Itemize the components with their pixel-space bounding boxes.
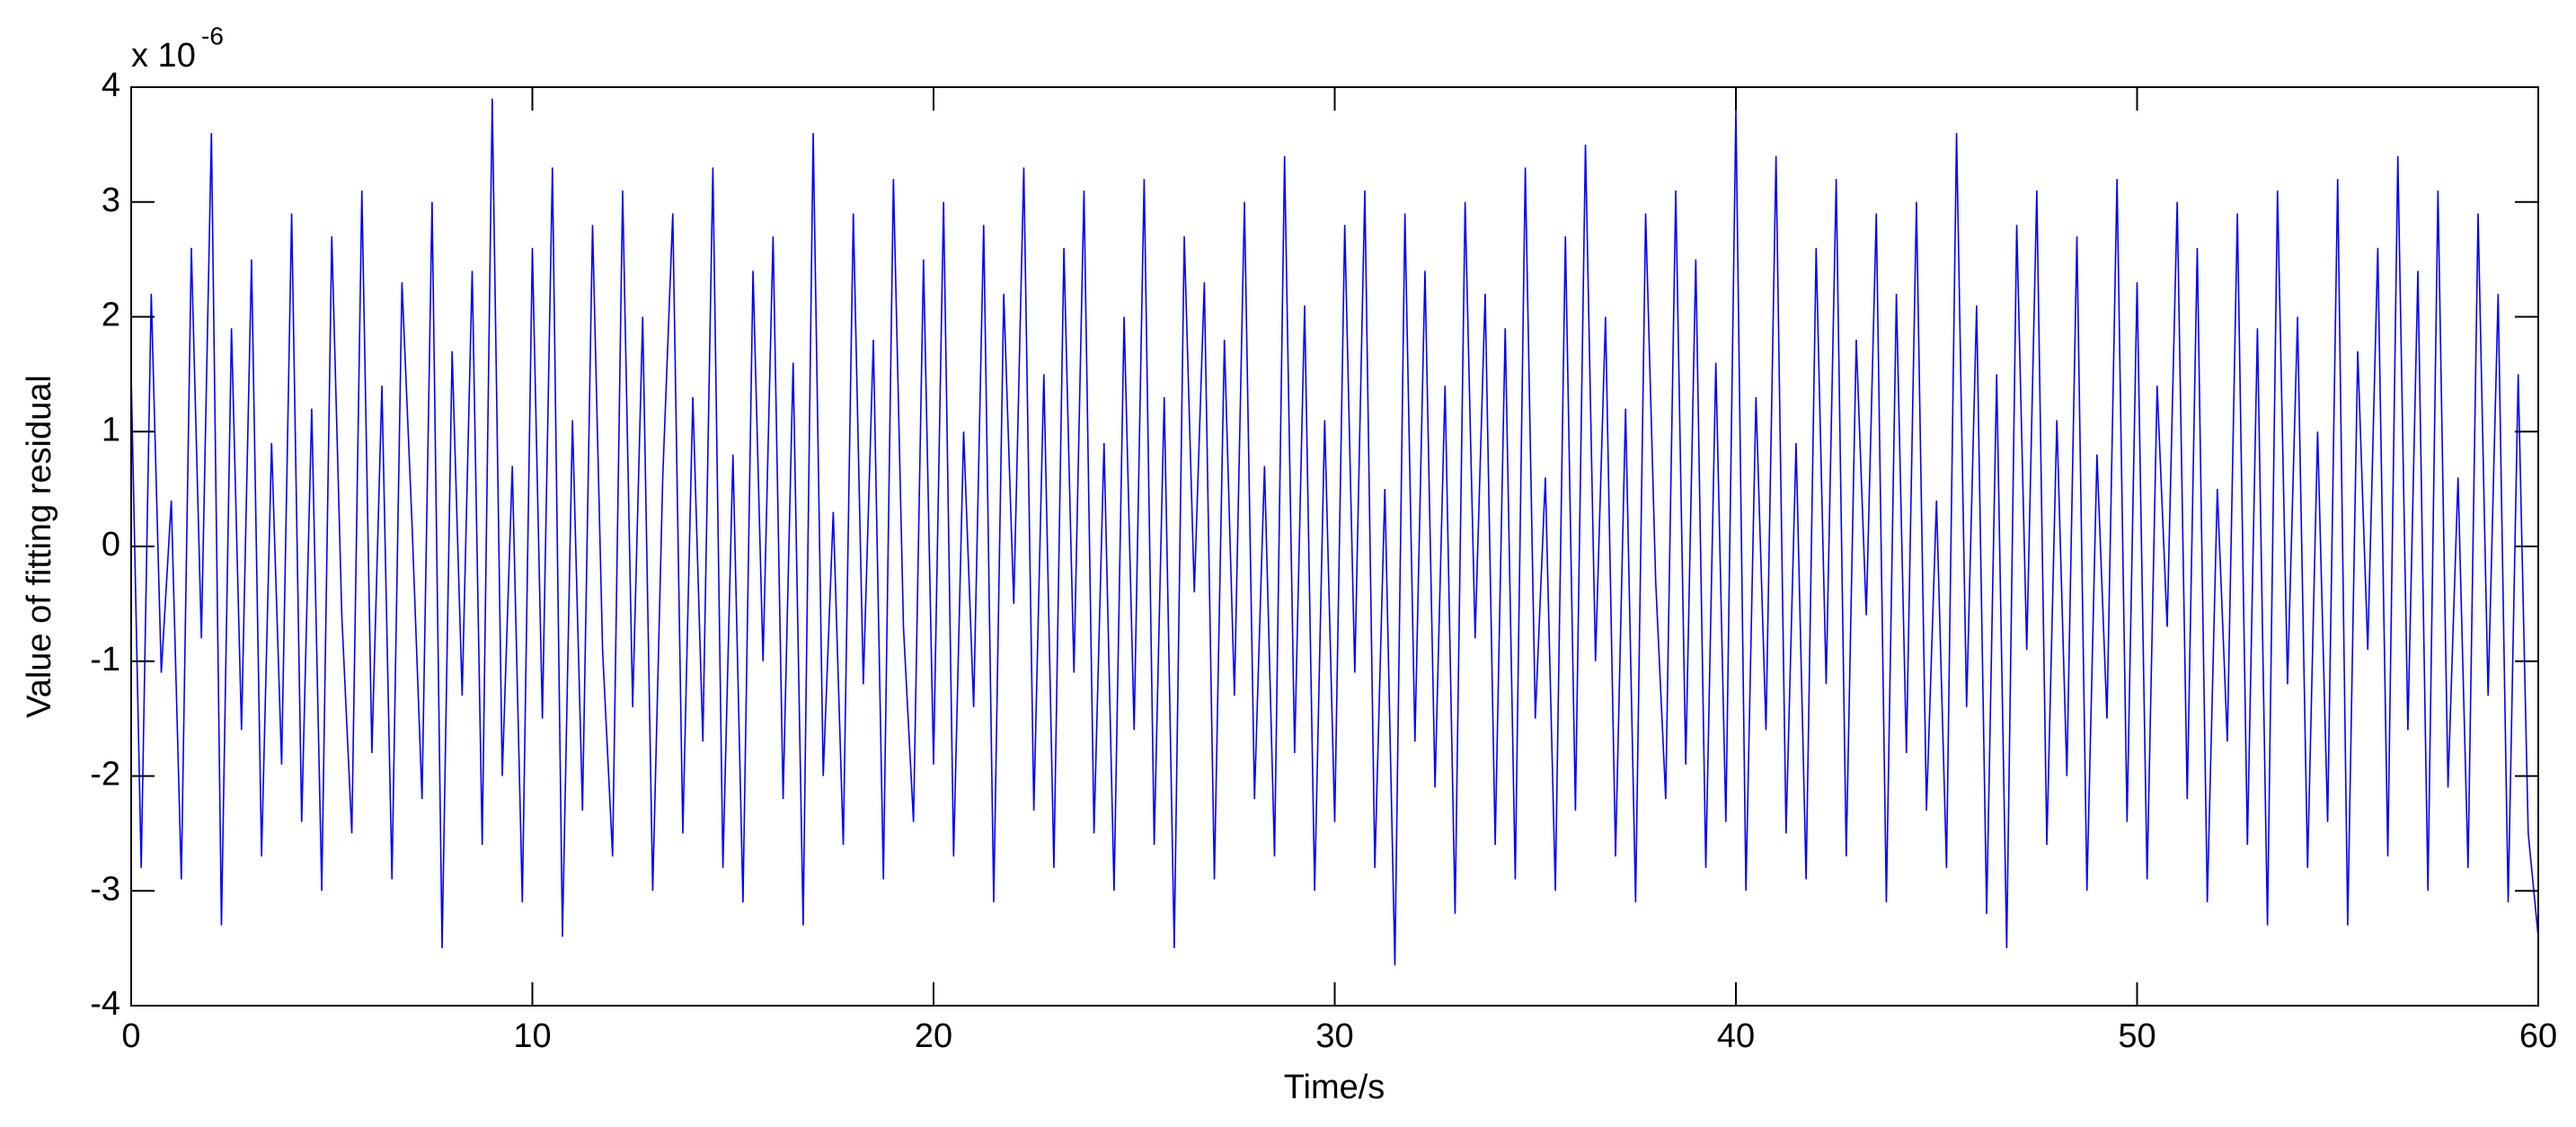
data-line [130, 98, 2539, 966]
y-tick-label: 4 [102, 67, 120, 104]
x-tick-label: 60 [2519, 1017, 2557, 1055]
x-tick-label: 20 [915, 1017, 952, 1055]
x-tick-label: 30 [1315, 1017, 1353, 1055]
y-multiplier-exponent: -6 [201, 22, 224, 49]
y-axis-label: Value of fitting residual [21, 375, 58, 718]
y-tick-label: 1 [102, 411, 120, 448]
y-tick-label: -3 [90, 870, 120, 908]
x-tick-label: 10 [513, 1017, 551, 1055]
x-tick-label: 40 [1717, 1017, 1755, 1055]
y-tick-label: -1 [90, 641, 120, 679]
y-tick-label: -4 [90, 985, 120, 1023]
x-axis-label: Time/s [1284, 1069, 1385, 1106]
x-tick-label: 0 [121, 1017, 140, 1055]
x-tick-label: 50 [2118, 1017, 2156, 1055]
y-tick-label: 3 [102, 182, 120, 219]
y-multiplier: x 10 [131, 37, 196, 75]
y-tick-label: 0 [102, 526, 120, 564]
y-tick-label: 2 [102, 297, 120, 334]
y-tick-label: -2 [90, 756, 120, 794]
